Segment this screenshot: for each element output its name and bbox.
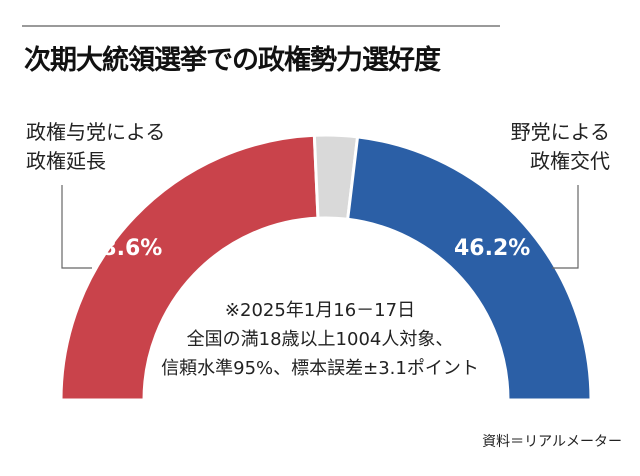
source-label: 資料＝リアルメーター — [482, 434, 622, 450]
note-line: 全国の満18歳以上1004人対象、 — [186, 329, 454, 350]
label-line: 政権交代 — [530, 149, 610, 173]
label-line: 野党による — [510, 120, 610, 144]
data-label-opposition: 46.2% — [454, 236, 531, 261]
slice-opposition — [346, 135, 593, 402]
title-rule — [22, 25, 500, 27]
label-line: 政権延長 — [26, 149, 106, 173]
note-line: 信頼水準95%、標本誤差±3.1ポイント — [161, 358, 479, 379]
label-line: 政権与党による — [26, 120, 166, 144]
slice-ruling — [59, 133, 320, 402]
leader-line-opposition — [552, 185, 579, 269]
legend-label-opposition: 野党による 政権交代 — [511, 118, 610, 176]
survey-note: ※2025年1月16－17日 全国の満18歳以上1004人対象、 信頼水準95%… — [0, 296, 640, 383]
note-line: ※2025年1月16－17日 — [224, 300, 416, 321]
legend-label-ruling: 政権与党による 政権延長 — [26, 118, 165, 176]
data-label-ruling: 48.6% — [86, 236, 163, 261]
chart-title: 次期大統領選挙での政権勢力選好度 — [24, 45, 441, 76]
leader-line-ruling — [61, 185, 92, 269]
